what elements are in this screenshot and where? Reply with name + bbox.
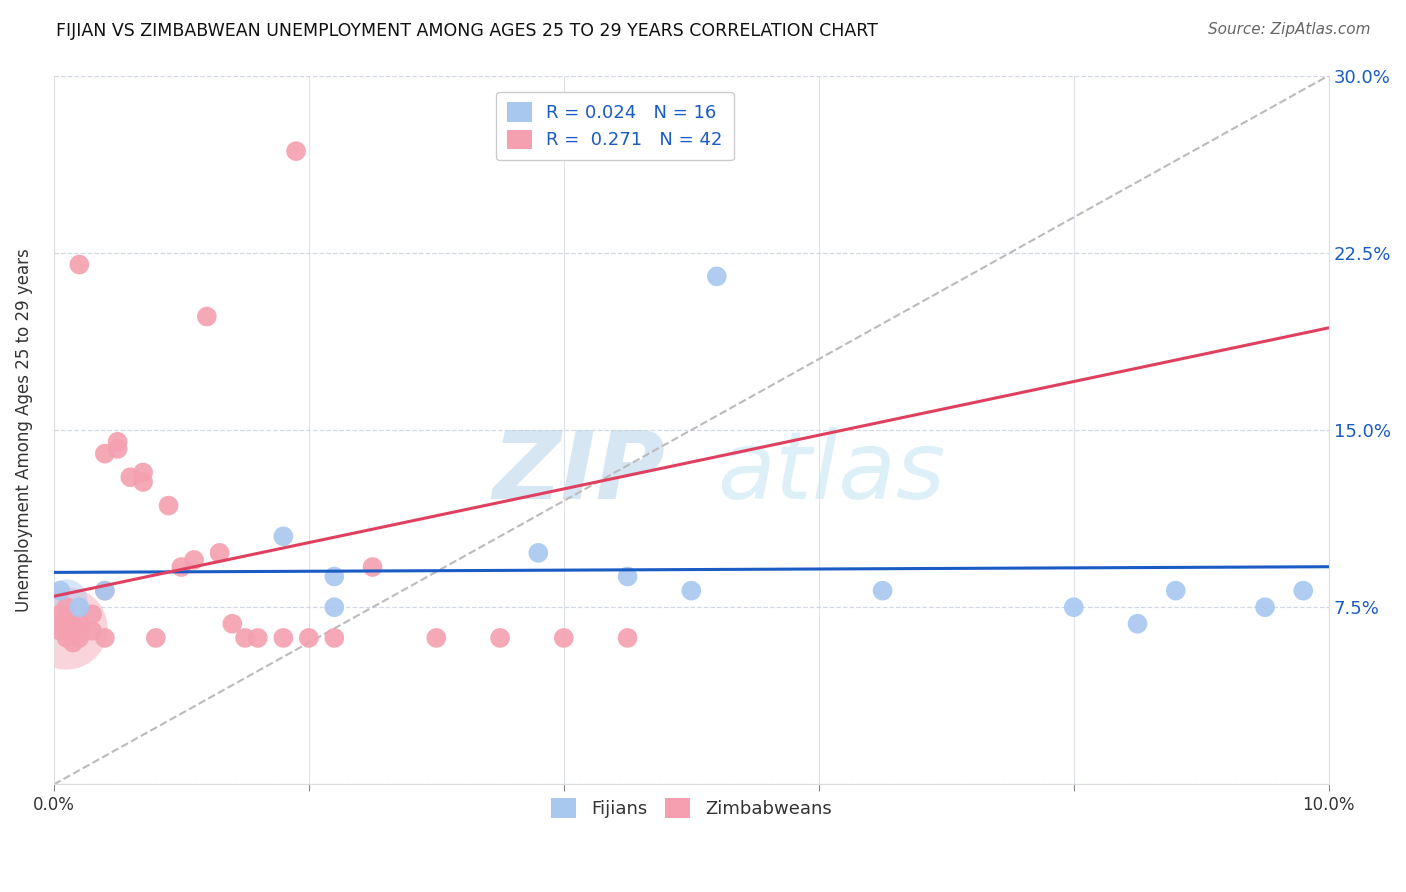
Point [273,529,295,543]
Point [120,470,142,484]
Point [49,583,72,598]
Point [183,553,205,567]
Point [361,560,384,574]
Y-axis label: Unemployment Among Ages 25 to 29 years: Unemployment Among Ages 25 to 29 years [15,248,32,612]
Point [323,600,346,615]
Point [1254,600,1277,615]
Point [132,475,155,489]
Point [208,546,231,560]
Point [170,560,193,574]
Point [1164,583,1187,598]
Point [67,600,90,615]
Point [273,631,295,645]
Point [246,631,269,645]
Point [107,434,129,449]
Point [94,583,117,598]
Point [80,607,103,622]
Point [67,258,90,272]
Point [49,624,72,638]
Point [132,466,155,480]
Point [1292,583,1315,598]
Point [94,631,117,645]
Point [49,607,72,622]
Point [323,631,346,645]
Point [62,635,84,649]
Point [706,269,728,284]
Text: ZIP: ZIP [494,426,666,518]
Point [285,144,308,158]
Point [616,631,638,645]
Point [233,631,256,645]
Point [527,546,550,560]
Point [157,499,180,513]
Point [80,624,103,638]
Point [67,616,90,631]
Point [55,593,77,607]
Point [681,583,703,598]
Point [107,442,129,456]
Point [55,616,77,631]
Point [616,569,638,583]
Legend: Fijians, Zimbabweans: Fijians, Zimbabweans [544,790,839,825]
Text: atlas: atlas [717,427,945,518]
Point [94,447,117,461]
Text: Source: ZipAtlas.com: Source: ZipAtlas.com [1208,22,1371,37]
Point [872,583,894,598]
Point [67,624,90,638]
Point [62,624,84,638]
Point [195,310,218,324]
Point [49,616,72,631]
Point [425,631,447,645]
Point [221,616,243,631]
Point [298,631,321,645]
Point [323,569,346,583]
Point [1126,616,1149,631]
Point [55,624,77,638]
Point [145,631,167,645]
Point [55,622,77,636]
Point [94,583,117,598]
Point [55,600,77,615]
Text: FIJIAN VS ZIMBABWEAN UNEMPLOYMENT AMONG AGES 25 TO 29 YEARS CORRELATION CHART: FIJIAN VS ZIMBABWEAN UNEMPLOYMENT AMONG … [56,22,879,40]
Point [67,631,90,645]
Point [553,631,575,645]
Point [62,616,84,631]
Point [1063,600,1085,615]
Point [489,631,512,645]
Point [55,631,77,645]
